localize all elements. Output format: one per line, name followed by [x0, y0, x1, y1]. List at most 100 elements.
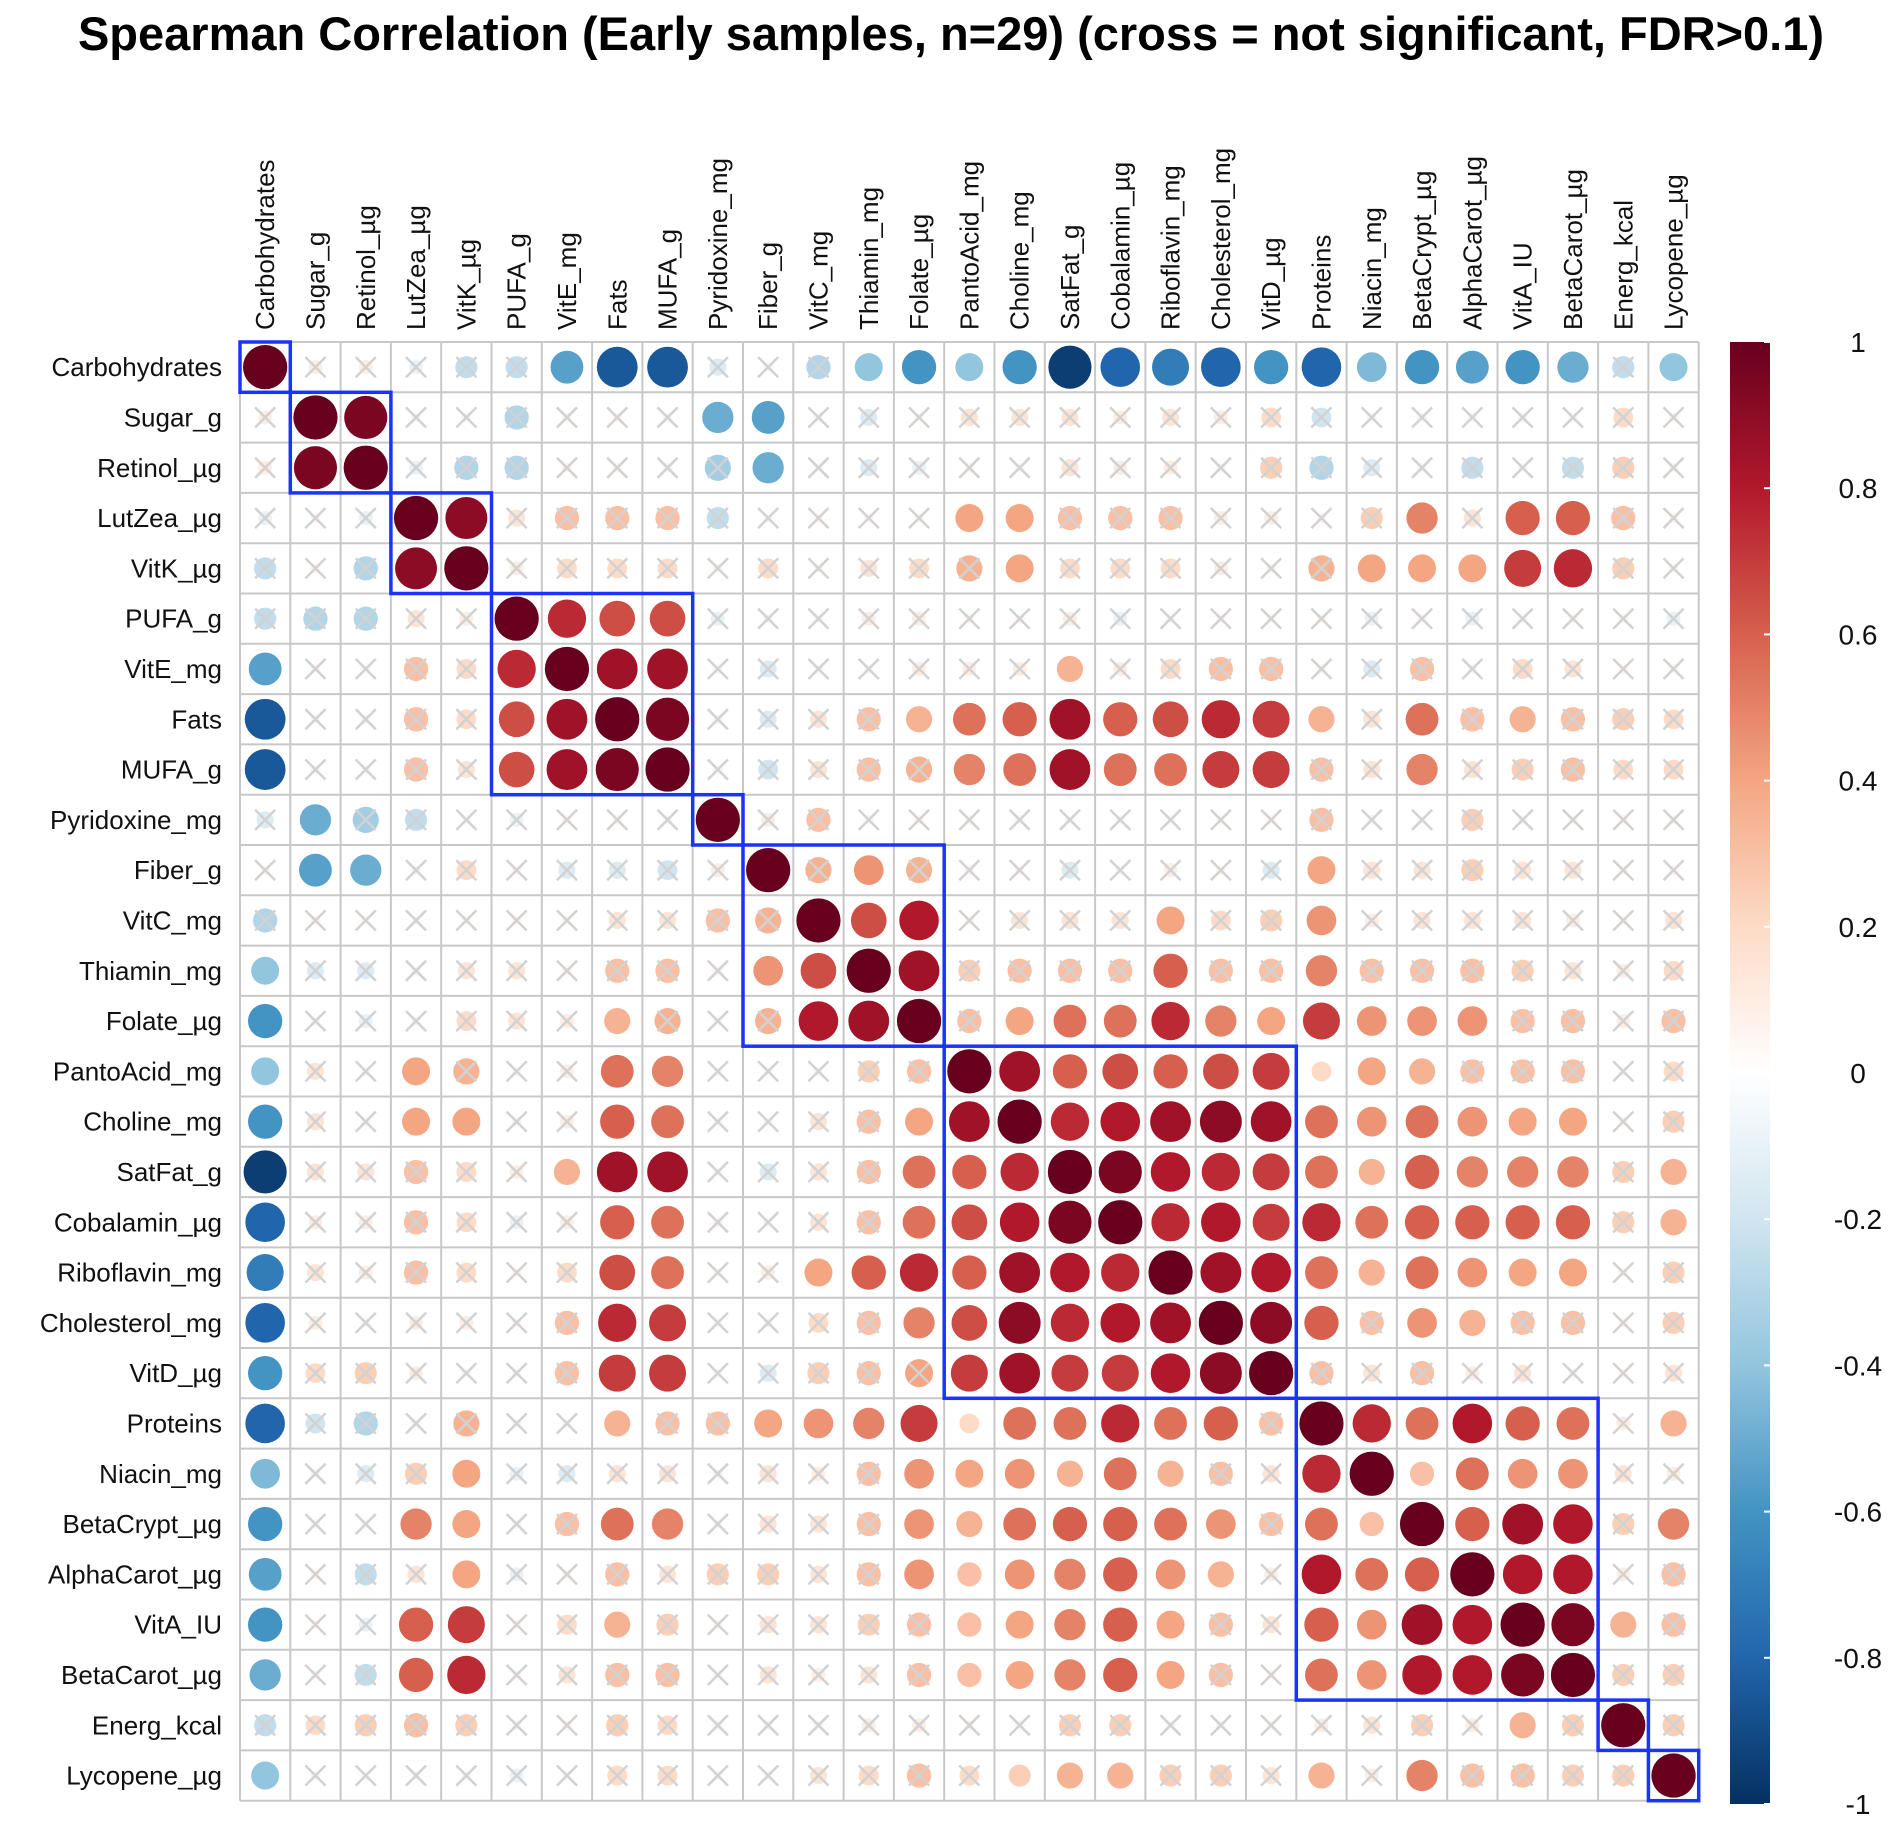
correlation-circle [1558, 1258, 1587, 1287]
not-significant-cross [304, 959, 327, 982]
correlation-circle [1408, 554, 1437, 583]
column-label: VitD_µg [1256, 237, 1286, 330]
not-significant-cross [405, 1412, 427, 1435]
correlation-circle [645, 747, 690, 792]
not-significant-cross [1612, 507, 1635, 529]
correlation-circle [1457, 1257, 1488, 1288]
correlation-circle [1103, 1506, 1138, 1542]
correlation-circle [1049, 749, 1091, 790]
correlation-circle [1304, 1607, 1339, 1642]
not-significant-cross [757, 658, 780, 680]
not-significant-cross [354, 356, 377, 379]
correlation-circle [1000, 1152, 1039, 1192]
not-significant-cross [1360, 507, 1383, 529]
correlation-circle [1502, 1554, 1543, 1595]
not-significant-cross [1360, 859, 1383, 882]
not-significant-cross [556, 959, 578, 982]
not-significant-cross [807, 1362, 830, 1385]
not-significant-cross [1310, 456, 1333, 479]
not-significant-cross [455, 1311, 478, 1334]
not-significant-cross [1662, 658, 1685, 680]
not-significant-cross [1511, 758, 1534, 781]
not-significant-cross [455, 1362, 478, 1385]
correlation-circle [604, 1007, 631, 1035]
correlation-circle [596, 346, 638, 388]
not-significant-cross [556, 859, 578, 882]
not-significant-cross [1109, 909, 1132, 932]
correlation-circle [444, 546, 489, 591]
column-label: VitE_mg [552, 232, 582, 330]
not-significant-cross [1662, 1613, 1685, 1636]
correlation-circle [1198, 1300, 1243, 1345]
correlation-circle [1407, 1006, 1437, 1036]
not-significant-cross [1209, 1714, 1232, 1737]
not-significant-cross [1411, 909, 1433, 932]
not-significant-cross [757, 1362, 780, 1385]
correlation-circle [1455, 1205, 1490, 1240]
not-significant-cross [405, 1362, 427, 1385]
cluster-box [238, 340, 293, 395]
not-significant-cross [656, 808, 679, 831]
not-significant-cross [1109, 859, 1132, 882]
not-significant-cross [354, 1462, 377, 1485]
colorbar-tick-label: -0.4 [1834, 1350, 1882, 1381]
not-significant-cross [1310, 557, 1333, 580]
not-significant-cross [1612, 406, 1635, 429]
not-significant-cross [908, 859, 930, 882]
not-significant-cross [1662, 1311, 1685, 1334]
correlation-circle [1657, 1508, 1690, 1540]
correlation-circle [1356, 352, 1387, 382]
not-significant-cross [1662, 1010, 1685, 1032]
column-label: Fats [602, 279, 632, 330]
row-label: Carbohydrates [51, 352, 222, 382]
column-label: PantoAcid_mg [954, 161, 984, 330]
correlation-circle [1154, 1407, 1187, 1440]
not-significant-cross [656, 406, 679, 429]
correlation-circle [649, 1304, 687, 1342]
correlation-circle [343, 445, 388, 490]
not-significant-cross [1511, 808, 1534, 831]
correlation-circle [957, 1562, 982, 1587]
correlation-circle [251, 1057, 280, 1086]
colorbar-tick-label: -1 [1846, 1789, 1871, 1820]
not-significant-cross [556, 1311, 578, 1334]
cluster-box [690, 792, 745, 847]
correlation-circle [953, 753, 985, 786]
not-significant-cross [807, 658, 830, 680]
correlation-circle [1305, 955, 1338, 987]
not-significant-cross [455, 1714, 478, 1737]
not-significant-cross [505, 507, 528, 529]
not-significant-cross [1461, 808, 1484, 831]
not-significant-cross [857, 1563, 880, 1586]
correlation-circle [1458, 554, 1487, 583]
not-significant-cross [1411, 1362, 1433, 1385]
correlation-circle [1406, 502, 1438, 534]
not-significant-cross [1461, 607, 1484, 630]
not-significant-cross [304, 909, 327, 932]
correlation-circle [1252, 1203, 1290, 1241]
row-label: Fiber_g [134, 855, 222, 885]
correlation-circle [1457, 1106, 1488, 1137]
column-label: Thiamin_mg [854, 187, 884, 330]
not-significant-cross [1109, 406, 1132, 429]
correlation-circle [595, 697, 640, 742]
column-label: Pyridoxine_mg [703, 158, 733, 330]
not-significant-cross [1562, 758, 1584, 781]
column-label: Retinol_µg [351, 205, 381, 330]
not-significant-cross [706, 1462, 729, 1485]
not-significant-cross [958, 658, 981, 680]
not-significant-cross [354, 1412, 377, 1435]
not-significant-cross [505, 1563, 528, 1586]
not-significant-cross [1612, 1664, 1635, 1686]
correlation-circle [452, 1459, 481, 1488]
not-significant-cross [606, 507, 629, 529]
not-significant-cross [1260, 557, 1283, 580]
row-label: Niacin_mg [99, 1459, 222, 1489]
not-significant-cross [405, 607, 427, 630]
correlation-circle [1103, 1457, 1137, 1491]
cluster-box [489, 591, 695, 797]
correlation-circle [957, 1662, 982, 1688]
correlation-circle [599, 600, 636, 637]
correlation-circle [398, 1657, 434, 1693]
correlation-circle [1352, 1404, 1391, 1443]
